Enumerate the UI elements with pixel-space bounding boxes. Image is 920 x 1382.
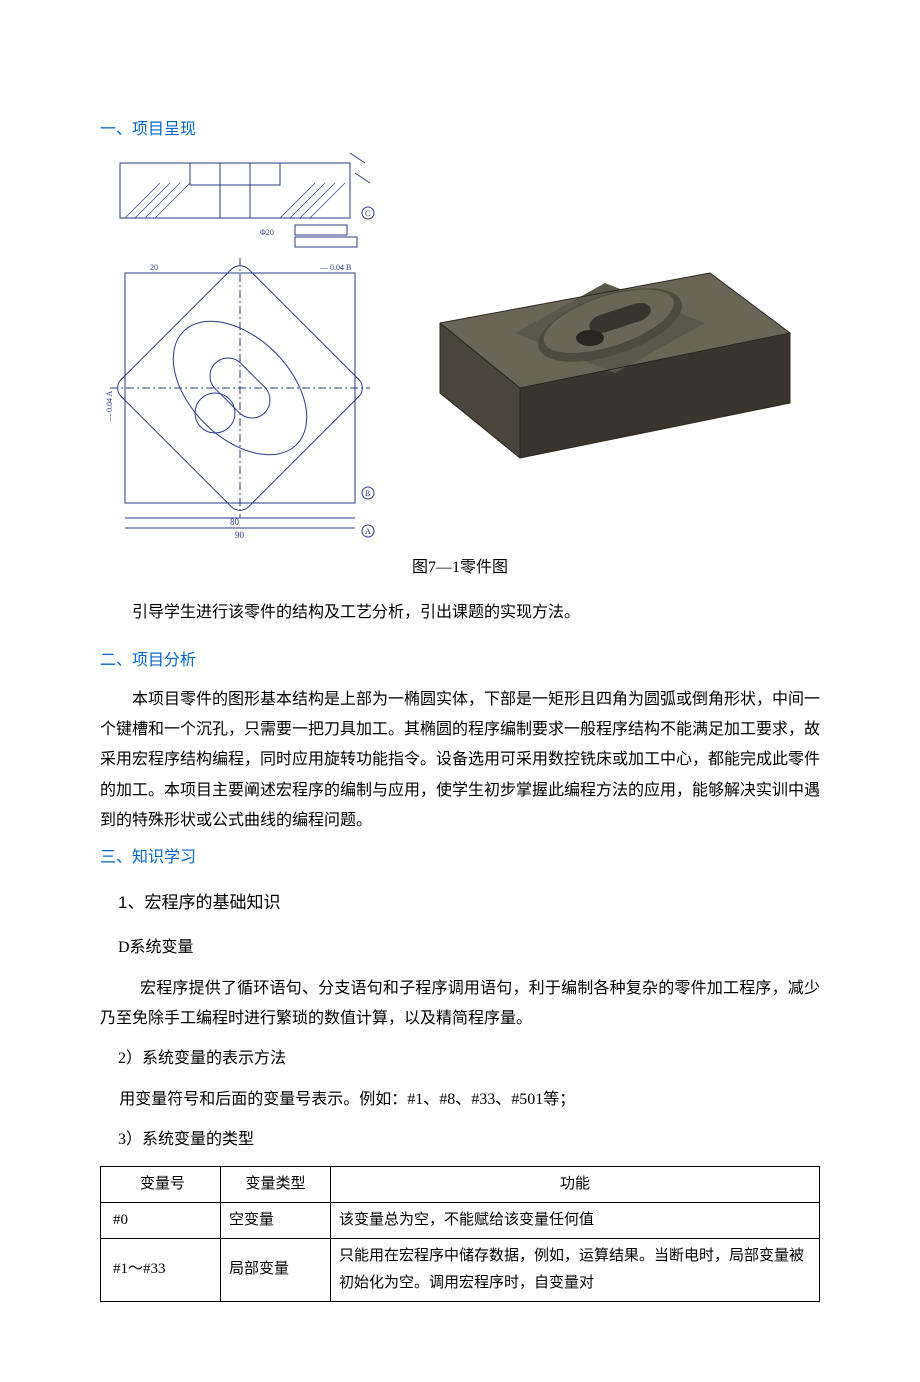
technical-drawing: Φ20 C xyxy=(100,153,390,543)
cell-num-0: #0 xyxy=(101,1202,221,1238)
cell-type-0: 空变量 xyxy=(221,1202,331,1238)
th-var-type: 变量类型 xyxy=(221,1166,331,1202)
knowledge-para-2: 用变量符号和后面的变量号表示。例如：#1、#8、#33、#501等； xyxy=(100,1085,820,1115)
knowledge-item-d: D系统变量 xyxy=(118,933,820,963)
tol-b: — 0.04 B xyxy=(319,263,351,272)
dim-90: 90 xyxy=(235,530,245,540)
figure-row: Φ20 C xyxy=(100,153,820,543)
figure-intro-text: 引导学生进行该零件的结构及工艺分析，引出课题的实现方法。 xyxy=(100,598,820,628)
datum-c: C xyxy=(365,209,370,218)
dim-80: 80 xyxy=(230,517,240,527)
th-var-func: 功能 xyxy=(331,1166,820,1202)
table-row: #1～#33 局部变量 只能用在宏程序中储存数据，例如，运算结果。当断电时，局部… xyxy=(101,1238,820,1301)
datum-a: A xyxy=(365,527,371,536)
tol-a: — 0.04 A xyxy=(105,391,114,424)
figure-caption: 图7—1零件图 xyxy=(100,553,820,583)
part-3d-render xyxy=(410,203,800,493)
cell-func-1: 只能用在宏程序中储存数据，例如，运算结果。当断电时，局部变量被初始化为空。调用宏… xyxy=(331,1238,820,1301)
section-3-heading: 三、知识学习 xyxy=(100,843,820,873)
variable-table: 变量号 变量类型 功能 #0 空变量 该变量总为空，不能赋给该变量任何值 #1～… xyxy=(100,1166,820,1302)
knowledge-para-d: 宏程序提供了循环语句、分支语句和子程序调用语句，利于编制各种复杂的零件加工程序，… xyxy=(100,974,820,1035)
section-1-heading: 一、项目呈现 xyxy=(100,115,820,145)
table-row: #0 空变量 该变量总为空，不能赋给该变量任何值 xyxy=(101,1202,820,1238)
cell-func-0: 该变量总为空，不能赋给该变量任何值 xyxy=(331,1202,820,1238)
dim-phi20: Φ20 xyxy=(260,228,274,237)
analysis-paragraph: 本项目零件的图形基本结构是上部为一椭圆实体，下部是一矩形且四角为圆弧或倒角形状，… xyxy=(100,685,820,837)
dim-20: 20 xyxy=(150,263,158,272)
section-2-heading: 二、项目分析 xyxy=(100,646,820,676)
knowledge-item-2: 2）系统变量的表示方法 xyxy=(118,1044,820,1074)
cell-num-1: #1～#33 xyxy=(101,1238,221,1301)
th-var-num: 变量号 xyxy=(101,1166,221,1202)
datum-b: B xyxy=(365,489,370,498)
table-header-row: 变量号 变量类型 功能 xyxy=(101,1166,820,1202)
knowledge-item-3: 3）系统变量的类型 xyxy=(118,1125,820,1155)
knowledge-sub-1: 1、宏程序的基础知识 xyxy=(118,887,820,919)
cell-type-1: 局部变量 xyxy=(221,1238,331,1301)
